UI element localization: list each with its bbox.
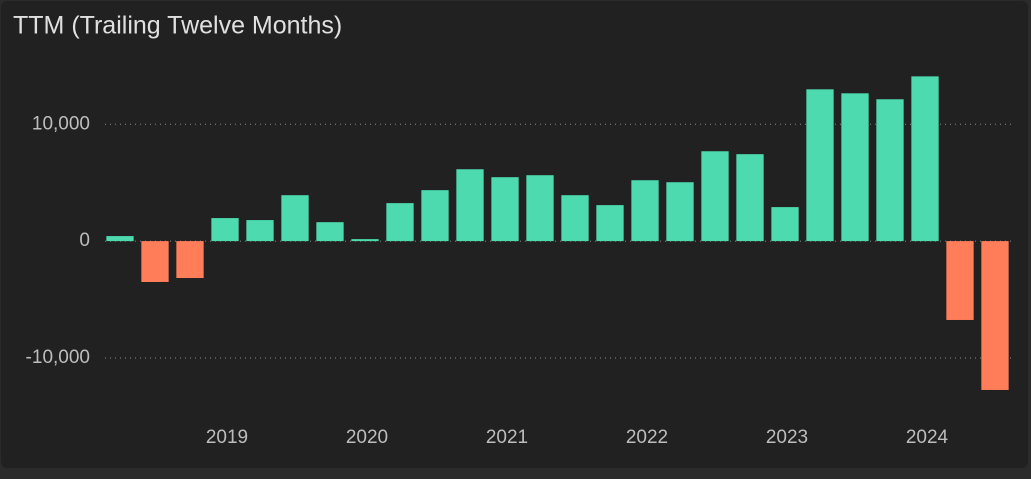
bar xyxy=(491,177,519,242)
bar xyxy=(211,218,239,242)
bar xyxy=(876,99,904,242)
bar xyxy=(351,239,379,242)
y-tick-label: 10,000 xyxy=(32,113,90,134)
bar xyxy=(141,241,169,282)
bar xyxy=(561,195,589,242)
bar xyxy=(946,241,974,320)
x-tick-label: 2020 xyxy=(346,427,388,448)
x-tick-label: 2022 xyxy=(626,427,668,448)
bar xyxy=(386,203,414,242)
bar xyxy=(456,169,484,242)
y-tick-label: -10,000 xyxy=(26,347,90,368)
x-tick-label: 2024 xyxy=(906,427,949,448)
bar xyxy=(806,89,834,242)
bar xyxy=(666,182,694,242)
x-tick-label: 2023 xyxy=(766,427,808,448)
x-tick-label: 2019 xyxy=(206,427,248,448)
bar xyxy=(176,241,204,279)
bar xyxy=(106,236,134,242)
x-tick-label: 2021 xyxy=(486,427,528,448)
bar xyxy=(631,180,659,242)
bar xyxy=(771,207,799,242)
bar xyxy=(421,190,449,242)
bar xyxy=(911,76,939,242)
bar xyxy=(526,175,554,242)
bar xyxy=(981,241,1009,390)
bar xyxy=(246,220,274,242)
y-tick-label: 0 xyxy=(79,230,90,251)
bar xyxy=(736,154,764,242)
bar xyxy=(316,222,344,242)
bar xyxy=(701,151,729,242)
bar xyxy=(281,195,309,242)
bar xyxy=(596,205,624,242)
chart-title: TTM (Trailing Twelve Months) xyxy=(13,12,342,40)
bar xyxy=(841,93,869,242)
